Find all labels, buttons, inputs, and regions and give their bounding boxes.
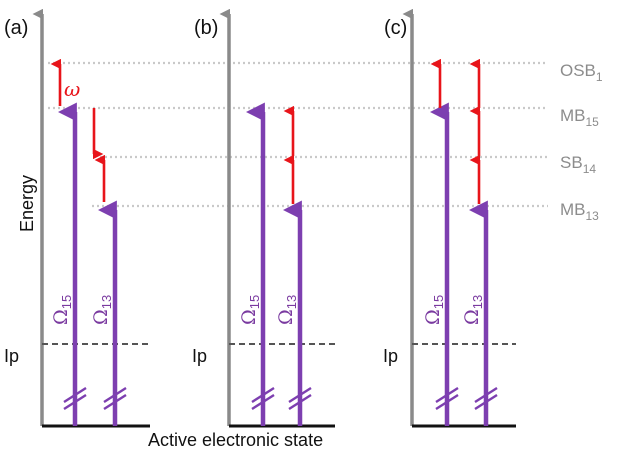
panel-c: (c) Ip Ω15 Ω13 — [383, 8, 516, 428]
level-label-mb13: MB13 — [560, 200, 599, 223]
pump-label-omega13-a: Ω13 — [90, 295, 114, 325]
panel-label-c: (c) — [384, 17, 407, 39]
break-mark-omega15-b — [251, 386, 275, 411]
break-mark-omega15-c — [435, 386, 459, 411]
break-mark-omega13-a — [103, 386, 127, 411]
level-label-sb14: SB14 — [560, 153, 596, 176]
level-label-mb15: MB15 — [560, 106, 599, 129]
level-lines — [48, 61, 548, 208]
pump-label-omega15-c: Ω15 — [422, 295, 446, 325]
energy-axis-title: Energy — [17, 175, 37, 232]
x-axis-title: Active electronic state — [148, 430, 323, 450]
ip-label-a: Ip — [4, 346, 19, 366]
panel-label-b: (b) — [194, 17, 218, 39]
break-mark-omega13-b — [288, 386, 312, 411]
pump-label-omega15-b: Ω15 — [238, 295, 262, 325]
level-labels: OSB1 MB15 SB14 MB13 — [560, 61, 603, 223]
pump-label-omega13-c: Ω13 — [461, 295, 485, 325]
ip-label-c: Ip — [383, 346, 398, 366]
pump-label-omega13-b: Ω13 — [275, 295, 299, 325]
break-mark-omega15-a — [63, 386, 87, 411]
level-label-osb1: OSB1 — [560, 61, 603, 84]
panel-b: (b) Ip Ω15 Ω13 — [192, 8, 335, 428]
panel-a: (a) Energy Ip Ω15 Ω13 ω — [4, 8, 150, 428]
omega-label: ω — [64, 77, 80, 101]
ip-label-b: Ip — [192, 346, 207, 366]
break-mark-omega13-c — [474, 386, 498, 411]
pump-label-omega15-a: Ω15 — [50, 295, 74, 325]
panel-label-a: (a) — [4, 17, 28, 39]
